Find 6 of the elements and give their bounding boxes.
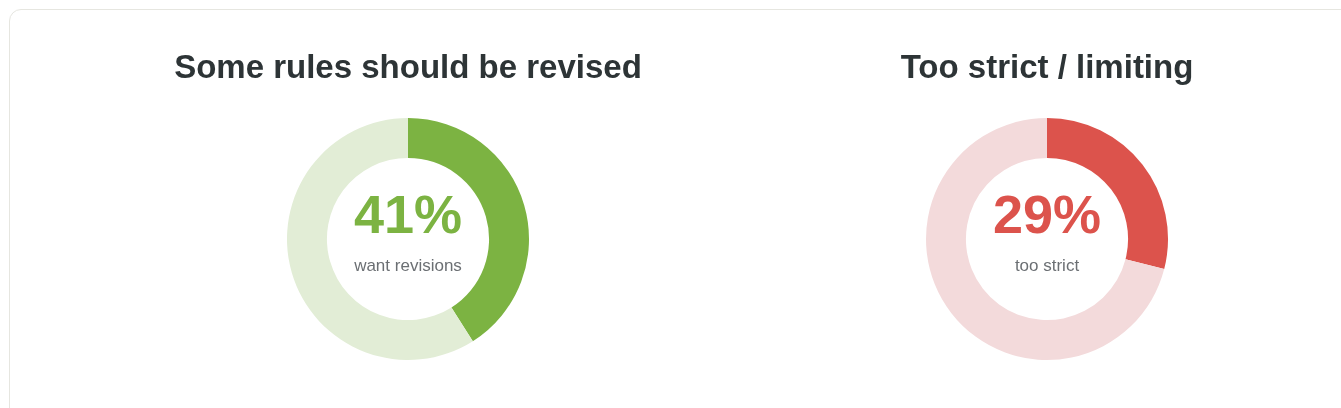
chart-title: Too strict / limiting — [899, 48, 1195, 86]
data-label: 41% — [353, 184, 463, 244]
text: want revisions — [353, 256, 462, 275]
chart-title: Some rules should be revised — [173, 48, 643, 86]
text: too strict — [1014, 256, 1080, 275]
data-label: 29% — [992, 184, 1102, 244]
